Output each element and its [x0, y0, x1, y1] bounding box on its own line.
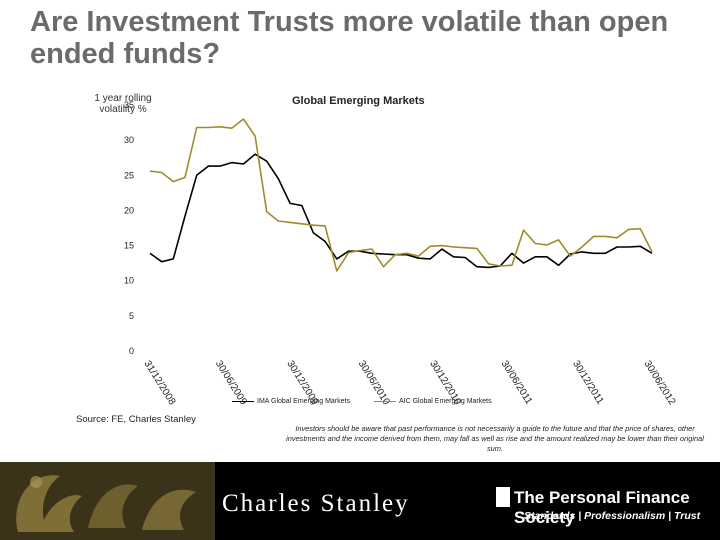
y-tick-label: 15 — [124, 241, 134, 251]
legend-label-ima: IMA Global Emerging Markets — [257, 398, 350, 405]
y-axis-label: 1 year rolling volatility % — [94, 93, 152, 115]
y-tick-label: 5 — [129, 311, 134, 321]
series-layer — [149, 118, 653, 272]
x-tick-label: 31/12/2008 — [141, 359, 177, 408]
y-tick-label: 30 — [124, 135, 134, 145]
legend-label-aic: AIC Global Emerging Markets — [399, 398, 492, 405]
y-axis: 0 5 10 15 20 25 30 35 — [124, 100, 134, 356]
y-tick-label: 25 — [124, 170, 134, 180]
charles-stanley-brand: Charles Stanley — [222, 490, 410, 517]
x-tick-label: 30/06/2012 — [641, 359, 677, 408]
footer-banner: Charles Stanley The Personal Finance Soc… — [0, 462, 720, 540]
x-tick-label: 30/06/2011 — [499, 359, 535, 407]
y-tick-label: 0 — [129, 346, 134, 356]
y-tick-label: 20 — [124, 205, 134, 215]
source-note: Source: FE, Charles Stanley — [76, 414, 196, 425]
x-tick-label: 30/12/2011 — [570, 359, 606, 407]
expect-logo — [0, 462, 215, 540]
series-line-aic — [149, 118, 653, 272]
legend-swatch-ima — [232, 401, 254, 402]
pfs-tagline: Standards | Professionalism | Trust — [524, 510, 701, 522]
legend-item-aic: AIC Global Emerging Markets — [374, 398, 492, 405]
pfs-title: The Personal Finance Society — [514, 488, 690, 527]
y-tick-label: 10 — [124, 276, 134, 286]
disclaimer: Investors should be aware that past perf… — [286, 424, 704, 453]
chart-title: Global Emerging Markets — [292, 95, 425, 107]
y-tick-label: 35 — [124, 100, 134, 110]
page-title: Are Investment Trusts more volatile than… — [30, 6, 669, 70]
legend-swatch-aic — [374, 401, 396, 402]
pfs-logo-icon — [496, 487, 510, 507]
legend-item-ima: IMA Global Emerging Markets — [232, 398, 350, 405]
